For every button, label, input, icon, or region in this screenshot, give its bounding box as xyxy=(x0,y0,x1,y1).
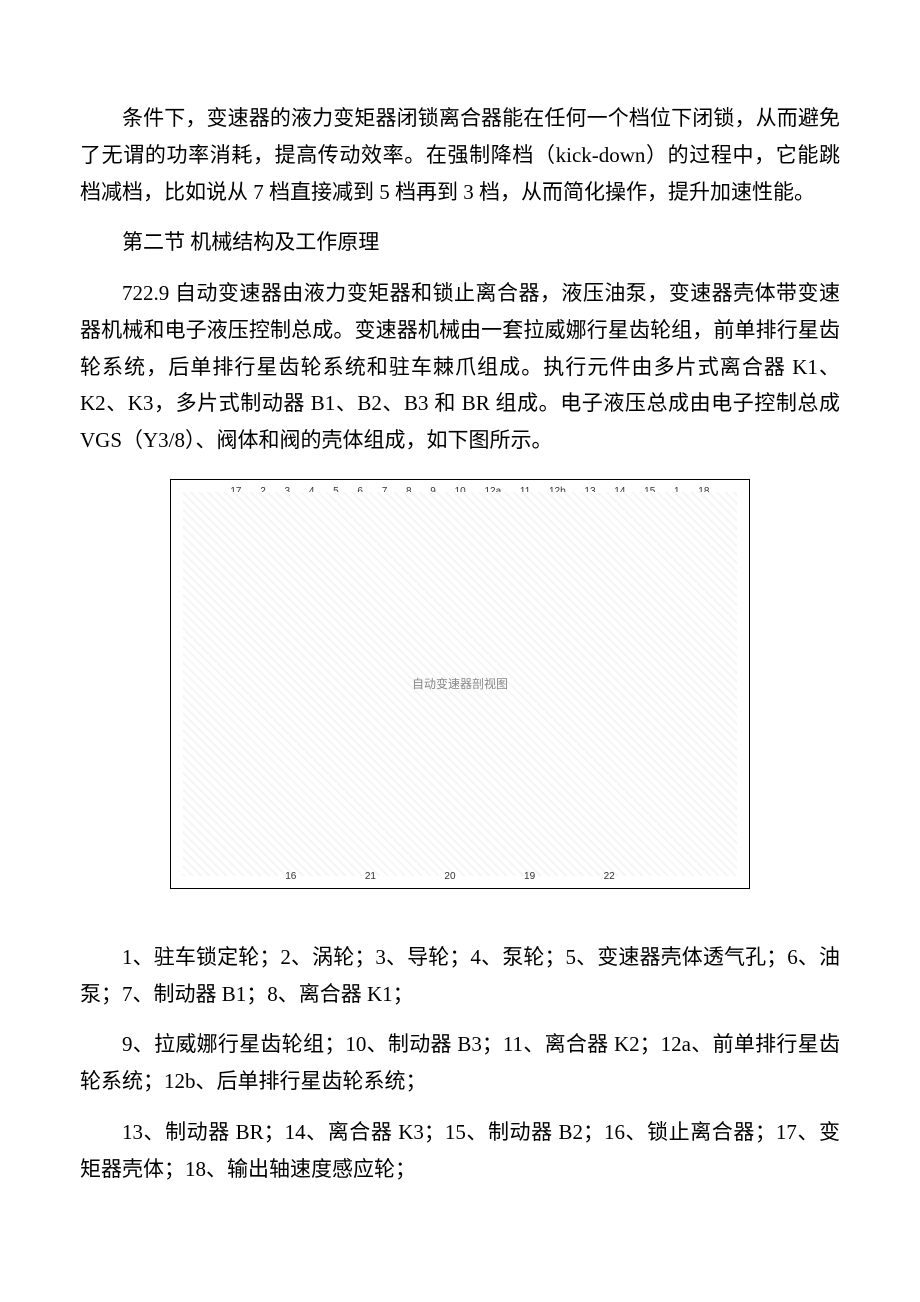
callout-label: 16 xyxy=(285,871,296,882)
callout-label: 19 xyxy=(524,871,535,882)
callout-label: 21 xyxy=(365,871,376,882)
legend-line-2: 9、拉威娜行星齿轮组；10、制动器 B3；11、离合器 K2；12a、前单排行星… xyxy=(80,1026,840,1100)
diagram-callouts-bottom: 16 21 20 19 22 xyxy=(171,871,749,882)
diagram-illustration-placeholder: 自动变速器剖视图 xyxy=(183,492,738,876)
legend-line-3: 13、制动器 BR；14、离合器 K3；15、制动器 B2；16、锁止离合器；1… xyxy=(80,1114,840,1188)
legend-line-1: 1、驻车锁定轮；2、涡轮；3、导轮；4、泵轮；5、变速器壳体透气孔；6、油泵；7… xyxy=(80,939,840,1013)
diagram-caption: 自动变速器剖视图 xyxy=(412,675,508,692)
transmission-diagram: 17 2 3 4 5 6 7 8 9 10 12a 11 12b 13 14 1… xyxy=(170,479,750,889)
callout-label: 22 xyxy=(604,871,615,882)
paragraph-body: 722.9 自动变速器由液力变矩器和锁止离合器，液压油泵，变速器壳体带变速器机械… xyxy=(80,275,840,459)
callout-label: 20 xyxy=(444,871,455,882)
paragraph-continuation: 条件下，变速器的液力变矩器闭锁离合器能在任何一个档位下闭锁，从而避免了无谓的功率… xyxy=(80,100,840,210)
section-heading: 第二节 机械结构及工作原理 xyxy=(80,224,840,261)
